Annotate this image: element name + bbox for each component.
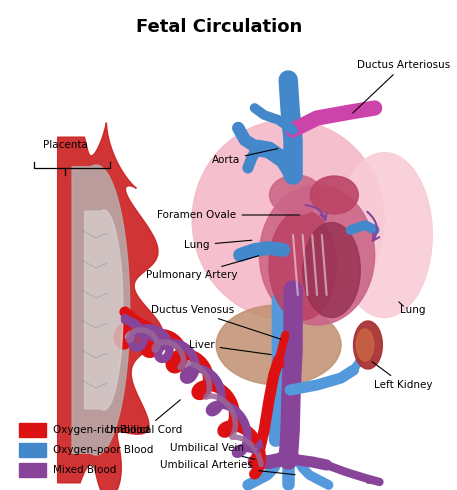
Polygon shape bbox=[58, 123, 163, 490]
Text: Mixed Blood: Mixed Blood bbox=[53, 465, 116, 475]
Text: Lung: Lung bbox=[184, 240, 252, 250]
Text: Fetal Circulation: Fetal Circulation bbox=[136, 18, 302, 36]
Ellipse shape bbox=[310, 176, 358, 214]
Ellipse shape bbox=[260, 185, 375, 325]
Text: Pulmonary Artery: Pulmonary Artery bbox=[146, 256, 259, 280]
Bar bbox=[19, 423, 46, 437]
Text: Umbilical Cord: Umbilical Cord bbox=[106, 400, 182, 435]
Text: Oxygen-rich Blood: Oxygen-rich Blood bbox=[53, 425, 149, 435]
Ellipse shape bbox=[354, 321, 383, 369]
Ellipse shape bbox=[356, 329, 374, 361]
Text: Foramen Ovale: Foramen Ovale bbox=[157, 210, 300, 220]
Ellipse shape bbox=[336, 152, 432, 318]
Ellipse shape bbox=[269, 210, 336, 320]
Polygon shape bbox=[85, 210, 123, 410]
Ellipse shape bbox=[216, 305, 341, 385]
Text: Left Kidney: Left Kidney bbox=[372, 362, 433, 390]
Text: Lung: Lung bbox=[400, 305, 426, 315]
Ellipse shape bbox=[192, 120, 384, 320]
Bar bbox=[19, 463, 46, 477]
Text: Ductus Venosus: Ductus Venosus bbox=[150, 305, 281, 339]
Text: Placenta: Placenta bbox=[43, 140, 88, 150]
Text: Oxygen-poor Blood: Oxygen-poor Blood bbox=[53, 445, 153, 455]
Bar bbox=[19, 443, 46, 457]
Text: Liver: Liver bbox=[189, 340, 271, 355]
Text: Umbilical Arteries: Umbilical Arteries bbox=[160, 460, 295, 475]
Ellipse shape bbox=[270, 175, 322, 215]
Text: Ductus Arteriosus: Ductus Arteriosus bbox=[353, 60, 450, 113]
Polygon shape bbox=[72, 165, 130, 455]
Text: Umbilical Vein: Umbilical Vein bbox=[170, 443, 255, 459]
Ellipse shape bbox=[303, 222, 360, 318]
Text: Aorta: Aorta bbox=[212, 148, 278, 165]
